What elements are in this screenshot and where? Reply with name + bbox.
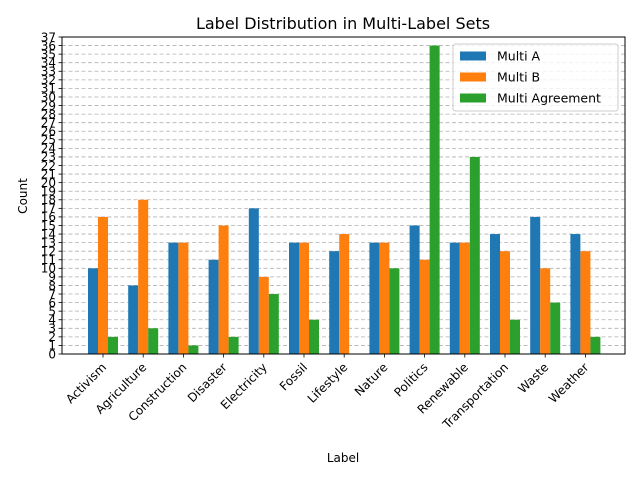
bar-multi-a-politics [409, 225, 420, 354]
x-tick-label: Nature [352, 360, 391, 399]
legend-swatch [460, 51, 486, 61]
legend-box [452, 43, 619, 112]
y-axis-ticks: 0123456789101112131415161718192021222324… [41, 30, 62, 361]
bar-multi-b-waste [540, 268, 551, 354]
bar-multi-b-nature [379, 242, 390, 354]
x-axis-ticks: ActivismAgricultureConstructionDisasterE… [63, 354, 592, 432]
bar-multi-agreement-renewable [469, 156, 480, 354]
bar-multi-a-transportation [490, 234, 500, 354]
bar-multi-a-nature [369, 242, 380, 354]
y-tick-label: 35 [41, 47, 56, 61]
plot-frame [61, 36, 626, 355]
y-tick-label: 33 [41, 65, 56, 79]
y-tick-label: 29 [41, 99, 56, 113]
bar-multi-a-disaster [208, 259, 219, 354]
bar-multi-agreement-activism [108, 336, 118, 354]
y-tick-label: 9 [48, 270, 56, 284]
bar-multi-a-activism [88, 268, 98, 354]
bar-multi-b-fossil [299, 242, 309, 354]
y-tick-label: 6 [48, 296, 56, 310]
bar-multi-b-activism [98, 216, 108, 354]
y-tick-label: 4 [48, 313, 56, 327]
y-tick-label: 13 [41, 236, 56, 250]
bar-multi-agreement-electricity [268, 294, 279, 354]
y-tick-label: 20 [41, 176, 56, 190]
legend-label: Multi B [497, 70, 540, 85]
y-tick-label: 14 [41, 227, 56, 241]
x-tick-label: Fossil [277, 360, 310, 393]
bar-multi-b-disaster [218, 225, 229, 354]
bar-multi-b-politics [419, 259, 430, 354]
y-tick-label: 37 [41, 30, 56, 44]
bar-multi-a-construction [168, 242, 179, 354]
y-tick-label: 32 [41, 73, 56, 87]
y-tick-label: 19 [41, 185, 56, 199]
bar-multi-b-agriculture [138, 199, 149, 354]
bar-multi-a-electricity [248, 208, 259, 354]
legend-label: Multi Agreement [497, 91, 601, 106]
bar-multi-agreement-transportation [510, 319, 520, 354]
y-tick-label: 1 [48, 339, 56, 353]
bars [88, 45, 601, 354]
y-tick-label: 28 [41, 107, 56, 121]
bar-multi-a-lifestyle [329, 251, 340, 354]
bar-multi-agreement-construction [188, 345, 199, 354]
legend-swatch [460, 93, 486, 103]
y-tick-label: 11 [41, 253, 56, 267]
y-tick-label: 12 [41, 244, 56, 258]
y-tick-label: 15 [41, 219, 56, 233]
bar-multi-b-lifestyle [339, 234, 350, 354]
bar-multi-agreement-agriculture [148, 328, 159, 354]
bar-multi-b-construction [178, 242, 189, 354]
bar-multi-agreement-nature [389, 268, 400, 354]
y-tick-label: 17 [41, 202, 56, 216]
y-tick-label: 25 [41, 133, 56, 147]
y-tick-label: 2 [48, 330, 56, 344]
bar-multi-a-agriculture [128, 285, 139, 354]
chart-title: Label Distribution in Multi-Label Sets [196, 14, 490, 33]
y-tick-label: 22 [41, 159, 56, 173]
y-tick-label: 31 [41, 82, 56, 96]
legend-swatch [460, 72, 486, 82]
bar-multi-agreement-fossil [309, 319, 319, 354]
y-tick-label: 7 [48, 287, 56, 301]
y-axis-title: Count [16, 178, 30, 214]
y-tick-label: 8 [48, 279, 56, 293]
x-tick-label: Politics [391, 360, 430, 399]
legend-label: Multi A [497, 49, 541, 64]
legend: Multi A Multi B Multi Agreement [452, 43, 619, 112]
y-tick-label: 23 [41, 150, 56, 164]
x-tick-label: Waste [515, 360, 551, 396]
y-tick-label: 27 [41, 116, 56, 130]
y-tick-label: 10 [41, 262, 56, 276]
bar-multi-b-renewable [459, 242, 470, 354]
x-tick-label: Weather [546, 360, 592, 406]
bar-multi-a-renewable [449, 242, 460, 354]
bar-multi-a-fossil [289, 242, 299, 354]
bar-multi-a-weather [570, 234, 581, 354]
y-tick-label: 18 [41, 193, 56, 207]
y-tick-label: 34 [41, 56, 56, 70]
bar-multi-agreement-weather [590, 336, 601, 354]
bar-multi-agreement-waste [550, 302, 561, 354]
y-tick-label: 30 [41, 90, 56, 104]
y-tick-label: 5 [48, 304, 56, 318]
bar-multi-agreement-politics [429, 45, 440, 354]
bar-multi-a-waste [530, 216, 541, 354]
bar-multi-b-electricity [258, 276, 269, 354]
y-tick-label: 24 [41, 142, 56, 156]
x-axis-title: Label [327, 451, 359, 465]
y-tick-label: 21 [41, 167, 56, 181]
bar-multi-b-weather [580, 251, 591, 354]
y-tick-label: 0 [48, 347, 56, 361]
y-tick-label: 16 [41, 210, 56, 224]
y-tick-label: 36 [41, 39, 56, 53]
x-tick-label: Lifestyle [305, 360, 351, 406]
y-tick-label: 3 [48, 322, 56, 336]
bar-multi-b-transportation [500, 251, 510, 354]
bar-multi-agreement-disaster [228, 336, 239, 354]
y-tick-label: 26 [41, 125, 56, 139]
